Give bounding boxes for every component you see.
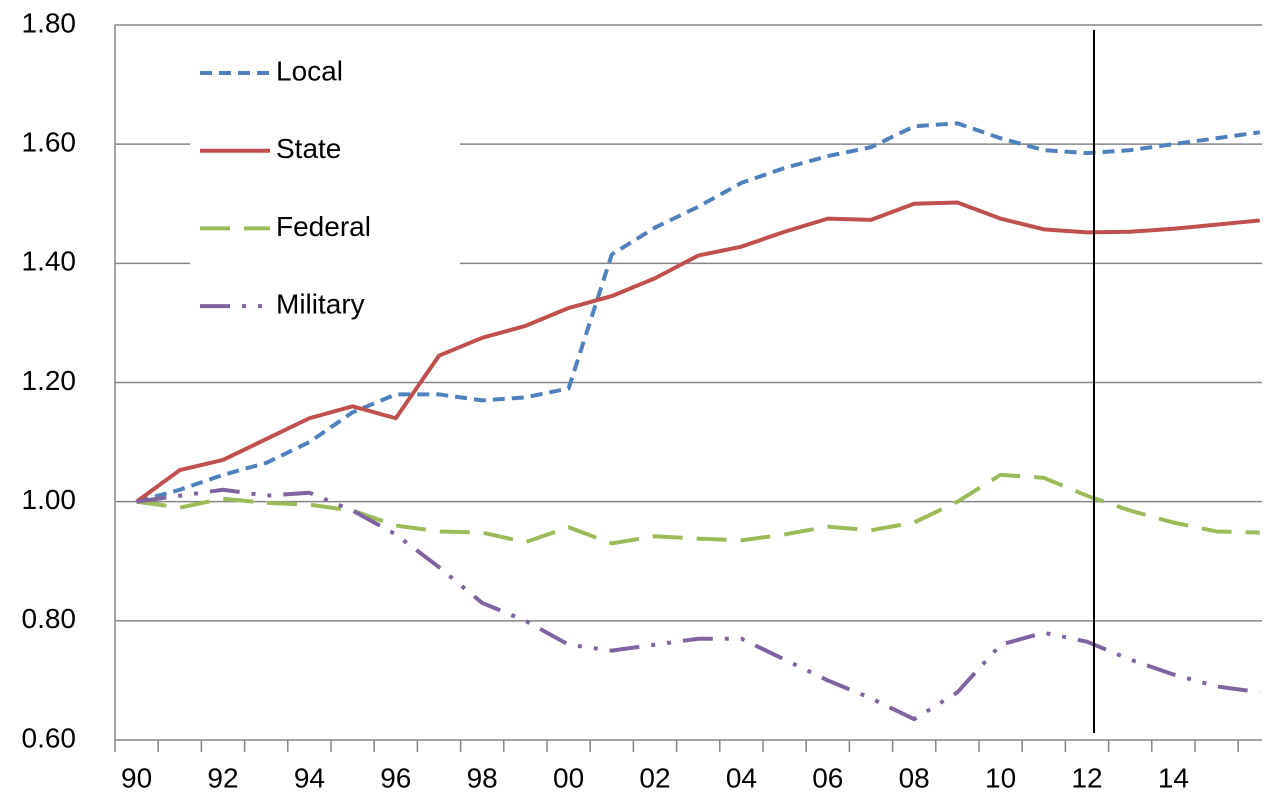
x-tick-label: 96 — [380, 762, 411, 793]
x-tick-label: 06 — [812, 762, 843, 793]
x-tick-label: 92 — [207, 762, 238, 793]
y-tick-label: 1.20 — [22, 365, 77, 396]
x-tick-label: 90 — [121, 762, 152, 793]
x-tick-label: 94 — [294, 762, 325, 793]
legend-label: State — [276, 133, 341, 164]
series-line — [136, 472, 1260, 546]
x-tick-label: 08 — [899, 762, 930, 793]
series-line — [136, 487, 1261, 722]
y-tick-label: 1.00 — [22, 484, 77, 515]
x-tick-label: 14 — [1158, 762, 1189, 793]
x-tick-label: 12 — [1071, 762, 1102, 793]
x-tick-label: 02 — [639, 762, 670, 793]
axes: 0.60 0.80 1.00 1.20 1.40 1.60 1.80 90 92 94 96 98 00… — [22, 7, 1239, 793]
legend-label: Federal — [276, 211, 371, 242]
legend-box — [190, 45, 460, 335]
legend-label: Military — [276, 288, 365, 319]
x-tick-label: 04 — [726, 762, 757, 793]
y-tick-label: 1.80 — [22, 7, 77, 38]
x-tick-label: 10 — [985, 762, 1016, 793]
x-tick-label: 98 — [467, 762, 498, 793]
legend-label: Local — [276, 55, 343, 86]
y-tick-label: 0.60 — [22, 722, 77, 753]
legend: Local State Federal Military — [190, 45, 460, 335]
y-tick-label: 0.80 — [22, 603, 77, 634]
y-tick-label: 1.60 — [22, 127, 77, 158]
y-tick-label: 1.40 — [22, 246, 77, 277]
series-line — [136, 121, 1261, 504]
series-line — [135, 200, 1260, 504]
plot — [135, 121, 1261, 722]
x-tick-label: 00 — [553, 762, 584, 793]
